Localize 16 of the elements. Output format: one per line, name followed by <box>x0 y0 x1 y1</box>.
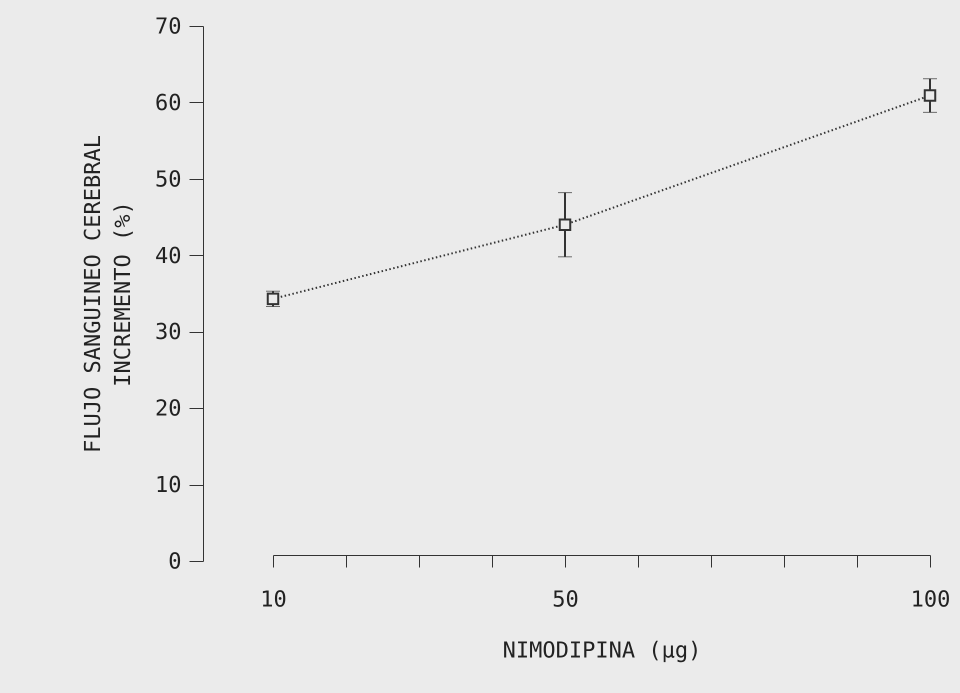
x-tick-label: 100 <box>910 588 950 612</box>
point <box>924 89 936 102</box>
y-tick-label: 30 <box>155 320 182 346</box>
y-tick-label: 0 <box>168 550 182 574</box>
y-tick-label: 60 <box>155 90 182 116</box>
x-tick-label: 50 <box>552 588 579 612</box>
y-tick-label: 40 <box>155 244 182 269</box>
point <box>558 218 572 231</box>
point <box>266 292 280 306</box>
y-tick-label: 70 <box>155 14 182 40</box>
x-tick-label: 10 <box>260 588 287 612</box>
x-axis-title: NIMODIPINA (µg) <box>502 638 702 664</box>
y-tick-label: 50 <box>155 167 182 192</box>
y-axis-title: FLUJO SANGUINEO CEREBRAL INCREMENTO (%) <box>81 135 136 453</box>
y-tick-label: 20 <box>155 396 182 422</box>
y-tick-label: 10 <box>155 473 182 498</box>
